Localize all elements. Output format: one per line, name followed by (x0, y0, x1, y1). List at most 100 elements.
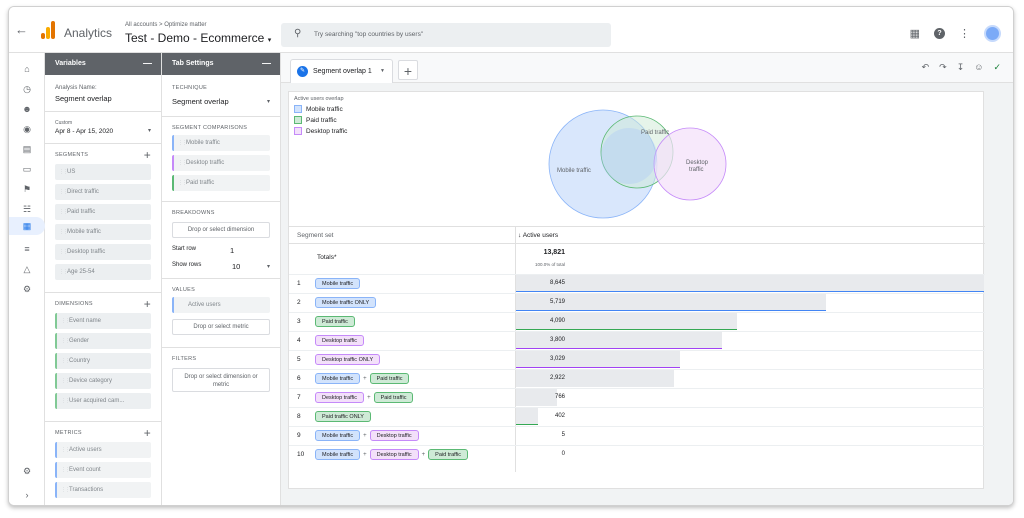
table-row[interactable]: 10 Mobile traffic + Desktop traffic + Paid tr… (289, 445, 985, 464)
share-users-icon[interactable]: ☺ (974, 62, 984, 72)
audience-person-icon[interactable]: ☻ (22, 104, 32, 114)
search-bar[interactable]: ⚲ Try searching "top countries by users" (281, 23, 611, 47)
col-active-users[interactable]: ↓ Active users (518, 232, 559, 239)
values-drop-target[interactable]: Drop or select metric (172, 319, 270, 335)
dimension-chip[interactable]: User acquired cam... (55, 393, 151, 409)
realtime-clock-icon[interactable]: ◷ (23, 84, 31, 94)
download-icon[interactable]: ↧ (956, 62, 965, 72)
back-arrow-icon[interactable]: ← (15, 22, 28, 37)
admin-gear-icon[interactable]: ⚙ (22, 466, 32, 476)
more-vert-icon[interactable]: ⋮ (959, 27, 970, 40)
segment-pill[interactable]: Mobile traffic (315, 449, 361, 460)
table-row[interactable]: 1 Mobile traffic 8,645 (289, 274, 985, 293)
table-row[interactable]: 7 Desktop traffic + Paid traffic 766 (289, 388, 985, 407)
segment-pill[interactable]: Desktop traffic (369, 430, 419, 441)
segment-pill[interactable]: Desktop traffic (369, 449, 419, 460)
segment-pill[interactable]: Mobile traffic ONLY (315, 297, 377, 308)
segment-pill[interactable]: Paid traffic (428, 449, 469, 460)
avatar[interactable] (984, 24, 1001, 42)
property-selector[interactable]: Test - Demo - Ecommerce ▾ (125, 31, 271, 45)
home-icon[interactable]: ⌂ (24, 64, 30, 74)
segment-chip[interactable]: Paid traffic (55, 204, 151, 220)
debug-icon[interactable]: △ (23, 264, 31, 274)
segment-chip[interactable]: Age 25-54 (55, 264, 151, 280)
plus-icon: + (421, 451, 426, 458)
dimension-chip[interactable]: Event name (55, 313, 151, 329)
account-breadcrumb[interactable]: All accounts > Optimize matter (125, 22, 207, 28)
technique-select[interactable]: Segment overlap ▾ (172, 97, 270, 106)
segment-chip[interactable]: Mobile traffic (55, 224, 151, 240)
redo-icon[interactable]: ↷ (939, 62, 947, 72)
comparison-chip[interactable]: Desktop traffic (172, 155, 270, 171)
dimension-chip[interactable]: Gender (55, 333, 151, 349)
breakdowns-drop-target[interactable]: Drop or select dimension (172, 222, 270, 238)
metric-chip[interactable]: Transactions (55, 482, 151, 498)
segment-pill[interactable]: Desktop traffic ONLY (315, 354, 381, 365)
dimension-chip[interactable]: Device category (55, 373, 151, 389)
dimension-chip[interactable]: Country (55, 353, 151, 369)
retention-icon[interactable]: ☵ (22, 204, 32, 214)
variables-panel: Variables — Analysis Name: Segment overla… (45, 53, 162, 505)
analysis-name-input[interactable]: Segment overlap (55, 94, 112, 103)
segment-pill[interactable]: Paid traffic (315, 316, 355, 327)
start-row-input[interactable]: 1 (230, 246, 235, 255)
legend-label: Desktop traffic (306, 127, 348, 135)
segment-pill[interactable]: Desktop traffic (315, 392, 365, 403)
apps-grid-icon[interactable]: ▦ (909, 27, 920, 40)
row-index: 10 (297, 451, 305, 458)
undo-icon[interactable]: ↶ (921, 62, 930, 72)
shield-check-icon[interactable]: ✓ (993, 62, 1001, 72)
filters-drop-target[interactable]: Drop or select dimension or metric (172, 368, 270, 392)
analysis-icon[interactable]: ▦ (22, 221, 32, 231)
collapse-icon[interactable]: — (262, 58, 271, 68)
legend-item-desktop[interactable]: Desktop traffic (294, 127, 347, 135)
chevron-down-icon[interactable]: ▼ (380, 68, 385, 74)
date-range-picker[interactable]: Custom Apr 8 - Apr 15, 2020 ▾ (45, 120, 161, 135)
segment-chip[interactable]: Direct traffic (55, 184, 151, 200)
legend-item-mobile[interactable]: Mobile traffic (294, 105, 347, 113)
row-index: 8 (297, 413, 301, 420)
engagement-icon[interactable]: ▤ (22, 144, 32, 154)
add-metric-icon[interactable]: + (143, 426, 151, 440)
segment-chip[interactable]: Desktop traffic (55, 244, 151, 260)
table-row[interactable]: 5 Desktop traffic ONLY 3,029 (289, 350, 985, 369)
segment-pill[interactable]: Paid traffic ONLY (315, 411, 371, 422)
table-row[interactable]: 9 Mobile traffic + Desktop traffic 5 (289, 426, 985, 445)
conversions-flag-icon[interactable]: ⚑ (22, 184, 32, 194)
configure-icon[interactable]: ≡ (24, 244, 30, 254)
add-tab-button[interactable]: + (398, 60, 418, 80)
canvas-tab-bar: ✎ Segment overlap 1 ▼ + ↶ ↷ ↧ ☺ ✓ (281, 53, 1013, 83)
metric-chip[interactable]: Event count (55, 462, 151, 478)
value-chip[interactable]: Active users (172, 297, 270, 313)
help-icon[interactable]: ? (934, 27, 945, 39)
acquisition-globe-icon[interactable]: ◉ (23, 124, 31, 134)
monetization-icon[interactable]: ▭ (22, 164, 32, 174)
segment-pill[interactable]: Mobile traffic (315, 373, 361, 384)
active-users-value: 0 (561, 451, 565, 457)
metric-chip[interactable]: Active users (55, 442, 151, 458)
segment-pill[interactable]: Mobile traffic (315, 430, 361, 441)
plus-icon: + (363, 375, 367, 382)
segment-pill[interactable]: Paid traffic (369, 373, 410, 384)
table-row[interactable]: 8 Paid traffic ONLY 402 (289, 407, 985, 426)
table-row[interactable]: 6 Mobile traffic + Paid traffic 2,922 (289, 369, 985, 388)
legend-item-paid[interactable]: Paid traffic (294, 116, 347, 124)
tab-segment-overlap-1[interactable]: ✎ Segment overlap 1 ▼ (290, 59, 393, 83)
add-dimension-icon[interactable]: + (143, 297, 151, 311)
comparison-chip[interactable]: Mobile traffic (172, 135, 270, 151)
show-rows-select[interactable]: 10 (232, 262, 241, 271)
segment-chip[interactable]: US (55, 164, 151, 180)
segment-pill[interactable]: Desktop traffic (315, 335, 365, 346)
comparison-chip[interactable]: Paid traffic (172, 175, 270, 191)
expand-nav-icon[interactable]: › (25, 490, 29, 500)
table-row[interactable]: 4 Desktop traffic 3,800 (289, 331, 985, 350)
explore-icon[interactable]: ⚙ (22, 284, 32, 294)
add-segment-icon[interactable]: + (143, 148, 151, 162)
segment-pill[interactable]: Paid traffic (373, 392, 414, 403)
venn-circle-desktop[interactable] (653, 127, 727, 201)
collapse-icon[interactable]: — (143, 58, 152, 68)
table-row[interactable]: 2 Mobile traffic ONLY 5,719 (289, 293, 985, 312)
table-row[interactable]: 3 Paid traffic 4,090 (289, 312, 985, 331)
segment-pill[interactable]: Mobile traffic (315, 278, 361, 289)
app-name: Analytics (64, 26, 113, 40)
